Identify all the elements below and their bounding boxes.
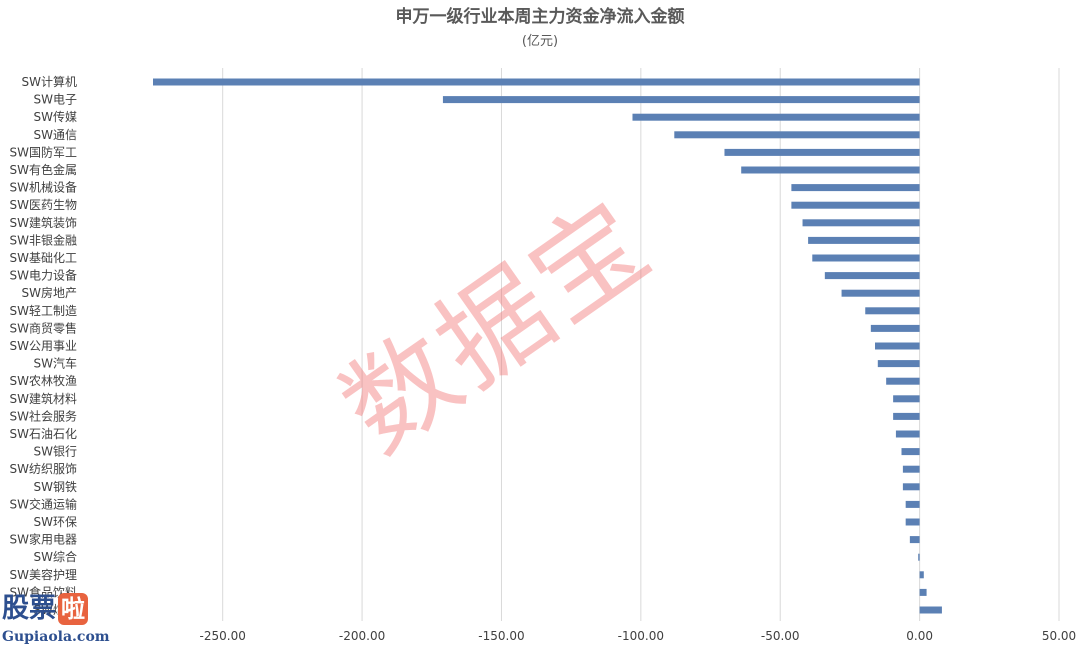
chart-subtitle: (亿元) — [522, 34, 558, 49]
category-label: SW轻工制造 — [10, 304, 77, 318]
category-label: SW有色金属 — [10, 162, 77, 177]
category-label: SW非银金融 — [10, 232, 77, 247]
x-tick-label: 0.00 — [906, 629, 933, 643]
category-labels: SW计算机 SW电子 SW传媒 SW通信 SW国防军工 SW有色金属 SW机械设备 SW医药生… — [10, 74, 77, 617]
bar — [905, 518, 920, 526]
x-tick-labels: -250.00 -200.00 -150.00 -100.00 -50.00 0.00 50… — [200, 629, 1077, 643]
x-tick-label: -150.00 — [478, 629, 524, 643]
category-label: SW建筑材料 — [10, 391, 77, 406]
bar — [812, 254, 920, 262]
category-label: SW房地产 — [22, 285, 77, 300]
bar — [724, 148, 920, 156]
bar — [893, 412, 920, 420]
category-label: SW家用电器 — [10, 532, 77, 547]
bar — [886, 377, 920, 385]
bar — [153, 78, 920, 86]
category-label: SW环保 — [34, 515, 77, 529]
category-label: SW建筑装饰 — [10, 215, 77, 230]
category-label: SW农林牧渔 — [10, 374, 77, 388]
category-label: SW电力设备 — [10, 269, 77, 283]
logo-text: 股票 — [2, 593, 56, 624]
bar — [902, 483, 920, 491]
bar — [824, 272, 920, 280]
x-tick-label: -50.00 — [761, 629, 800, 643]
bar — [791, 184, 920, 192]
bar — [919, 571, 924, 579]
site-logo: 股票 啦 Gupiaola.com — [2, 592, 124, 648]
logo-badge: 啦 — [58, 593, 88, 625]
category-label: SW汽车 — [34, 356, 77, 371]
bar — [919, 588, 927, 596]
category-label: SW石油石化 — [10, 427, 77, 441]
bar — [674, 131, 920, 139]
category-label: SW医药生物 — [10, 198, 77, 212]
bar — [808, 236, 920, 244]
bar — [895, 430, 920, 438]
x-tick-label: -250.00 — [200, 629, 246, 643]
category-label: SW电子 — [34, 93, 77, 107]
x-tick-label: -200.00 — [339, 629, 385, 643]
category-label: SW商贸零售 — [10, 320, 77, 335]
category-label: SW钢铁 — [34, 480, 77, 494]
bar — [909, 536, 920, 544]
bar — [865, 307, 920, 315]
category-label: SW机械设备 — [10, 180, 77, 195]
bar — [919, 606, 942, 614]
bar — [893, 395, 920, 403]
bar — [905, 500, 920, 508]
bar — [802, 219, 920, 227]
bar — [442, 96, 920, 104]
x-tick-label: 50.00 — [1042, 629, 1076, 643]
category-label: SW基础化工 — [10, 251, 77, 265]
grid-lines — [222, 68, 1060, 621]
category-label: SW计算机 — [22, 74, 77, 89]
bar — [632, 113, 920, 121]
category-label: SW传媒 — [34, 109, 77, 124]
bar — [877, 360, 920, 368]
bars — [153, 78, 942, 614]
category-label: SW综合 — [34, 549, 77, 564]
bar — [841, 289, 920, 297]
x-tick-label: -100.00 — [618, 629, 664, 643]
category-label: SW国防军工 — [10, 144, 77, 159]
bar — [901, 448, 920, 456]
bar — [875, 342, 920, 350]
category-label: SW纺织服饰 — [10, 462, 77, 476]
category-label: SW美容护理 — [10, 567, 77, 582]
bar — [741, 166, 920, 174]
logo-url: Gupiaola.com — [2, 629, 110, 645]
bar — [870, 324, 920, 332]
category-label: SW银行 — [34, 445, 77, 459]
category-label: SW社会服务 — [10, 408, 77, 423]
category-label: SW公用事业 — [10, 339, 77, 353]
bar — [791, 201, 920, 209]
chart-title: 申万一级行业本周主力资金净流入金额 — [396, 6, 685, 27]
bar — [918, 553, 920, 561]
category-label: SW通信 — [34, 128, 77, 142]
bar — [902, 465, 920, 473]
category-label: SW交通运输 — [10, 496, 77, 511]
